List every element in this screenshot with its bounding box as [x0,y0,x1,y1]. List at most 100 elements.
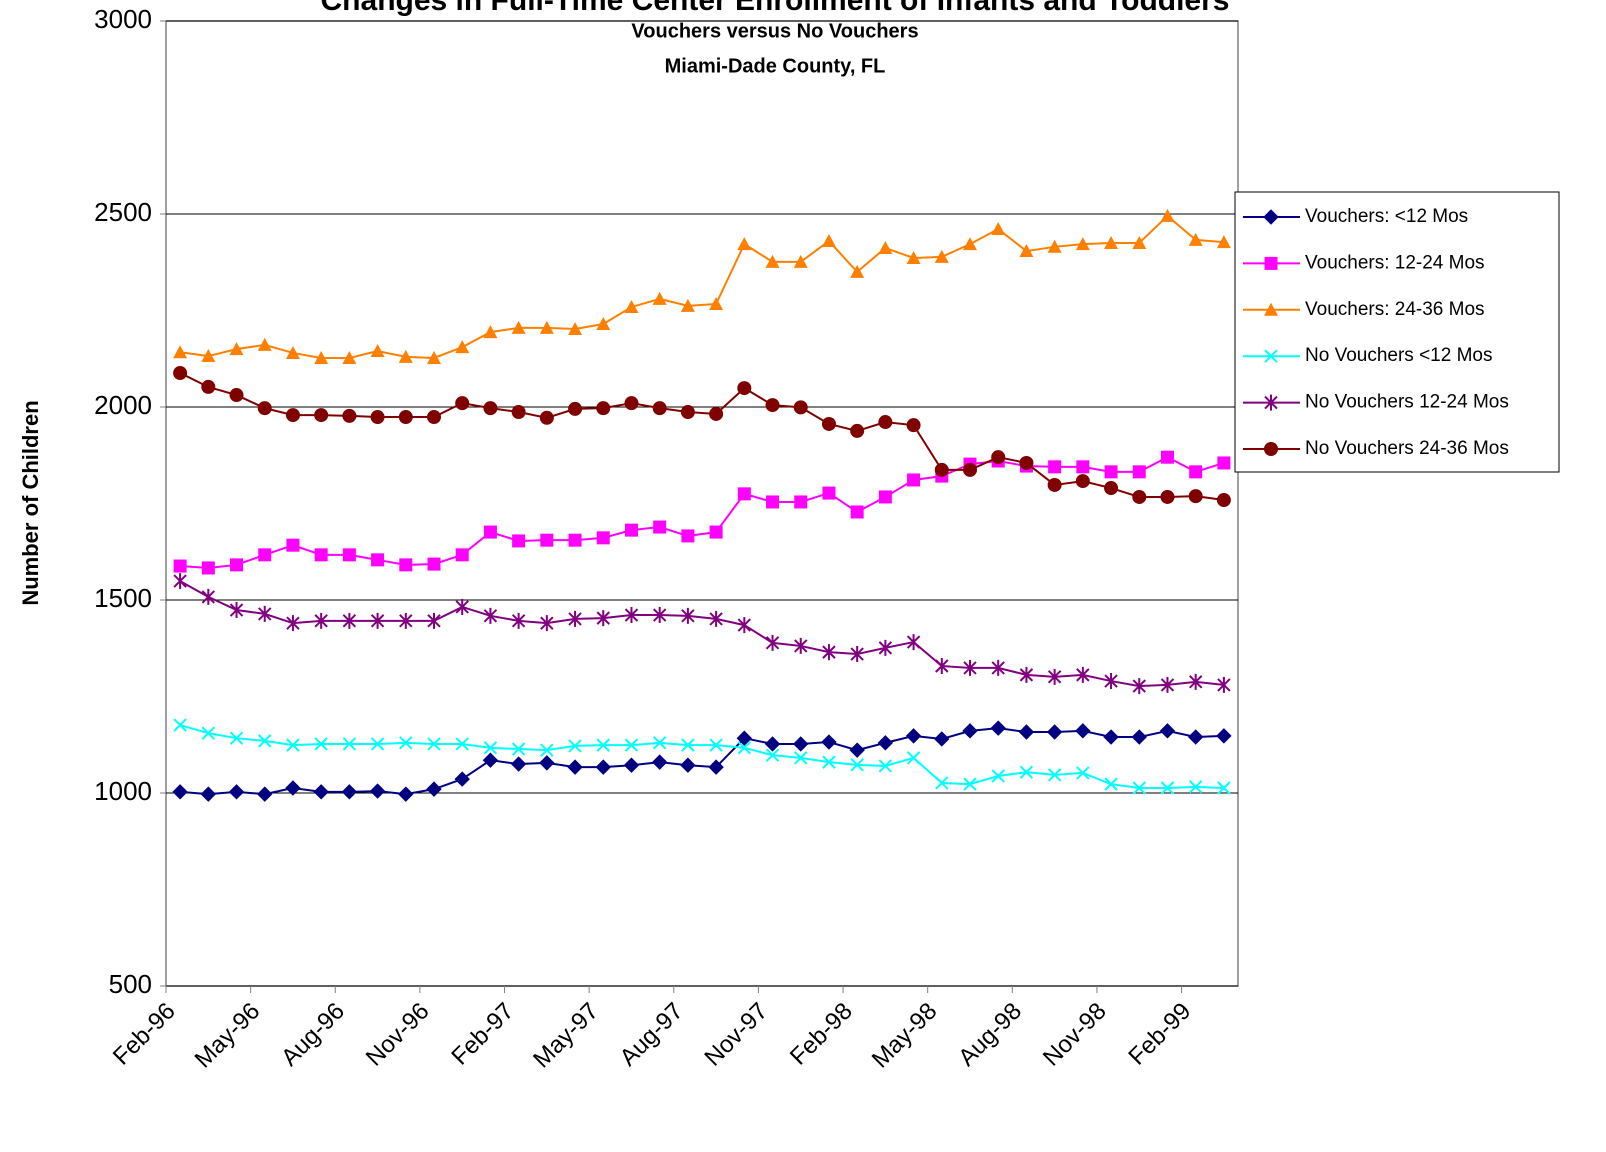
series [172,720,1232,802]
point [314,612,328,629]
point [794,637,808,654]
point [1131,729,1147,745]
point [907,473,921,487]
y-tick-label: 500 [109,969,152,999]
point [539,755,555,771]
point [399,558,413,572]
y-tick-label: 2500 [94,197,152,227]
point [342,408,357,423]
point [878,490,892,504]
point [1188,780,1203,794]
point [511,320,526,334]
point [1132,678,1146,695]
point [906,634,921,651]
point [511,742,526,756]
point [906,251,921,265]
point [1046,724,1063,740]
y-axis-label: Number of Children [18,400,43,605]
point [822,755,836,769]
point [737,381,752,396]
x-tick-label: Aug-98 [953,998,1027,1072]
point [651,754,668,770]
point [653,520,667,534]
point [878,240,893,254]
point [398,786,414,802]
point [1104,465,1118,479]
point [285,345,300,359]
point [905,728,922,744]
point [568,739,582,753]
point [709,738,723,752]
x-tick-label: May-96 [190,998,266,1074]
point [1047,668,1062,685]
point [652,736,667,750]
point [257,786,273,802]
point [822,486,836,500]
series [173,208,1231,364]
chart-title: Changes in Full-Time Center Enrollment o… [321,0,1230,17]
point [764,736,781,752]
x-tick-label: May-97 [528,998,604,1074]
legend-label: Vouchers: <12 Mos [1305,206,1468,227]
point [822,644,836,661]
x-tick-label: Nov-96 [361,998,435,1072]
point [708,759,724,775]
point [1160,450,1174,464]
point [314,737,328,751]
point [1104,235,1119,249]
point [258,605,272,622]
point [1019,666,1034,683]
chart-subtitle: Vouchers versus No Vouchers [631,20,918,42]
point [793,400,808,415]
point [1189,465,1203,479]
point [398,349,413,363]
x-tick-label: May-98 [867,998,943,1074]
point [1159,723,1176,739]
point [173,559,187,573]
y-tick-label: 1500 [94,583,152,613]
point [596,610,610,627]
point [1188,232,1203,246]
x-tick-label: Aug-97 [615,998,689,1072]
point [1160,676,1175,693]
point [765,748,780,762]
point [624,396,639,411]
point [680,298,695,312]
point [1075,723,1091,739]
point [709,610,723,627]
point [737,487,751,501]
point [1217,676,1231,693]
point [709,525,723,539]
point [173,573,187,590]
point [512,534,526,548]
point [342,737,357,751]
point [229,388,244,403]
point [1104,673,1118,690]
point [286,615,300,632]
x-tick-label: Nov-98 [1038,998,1112,1072]
point [990,720,1006,736]
point [399,736,413,750]
point [878,759,893,773]
point [681,529,695,543]
point [596,738,610,752]
x-tick-label: Feb-97 [446,998,519,1071]
point [1075,474,1090,489]
series-line [180,456,1225,569]
point [935,658,949,675]
point [285,408,300,423]
point [962,723,978,739]
point [455,548,469,562]
point [427,410,441,425]
point [991,222,1006,236]
x-tick-label: Nov-97 [699,998,773,1072]
point [1217,456,1231,470]
point [1019,765,1034,779]
point [793,254,808,268]
series-line [179,214,1224,359]
point [483,741,498,755]
point [511,612,526,629]
point [342,612,357,629]
point [878,639,893,656]
